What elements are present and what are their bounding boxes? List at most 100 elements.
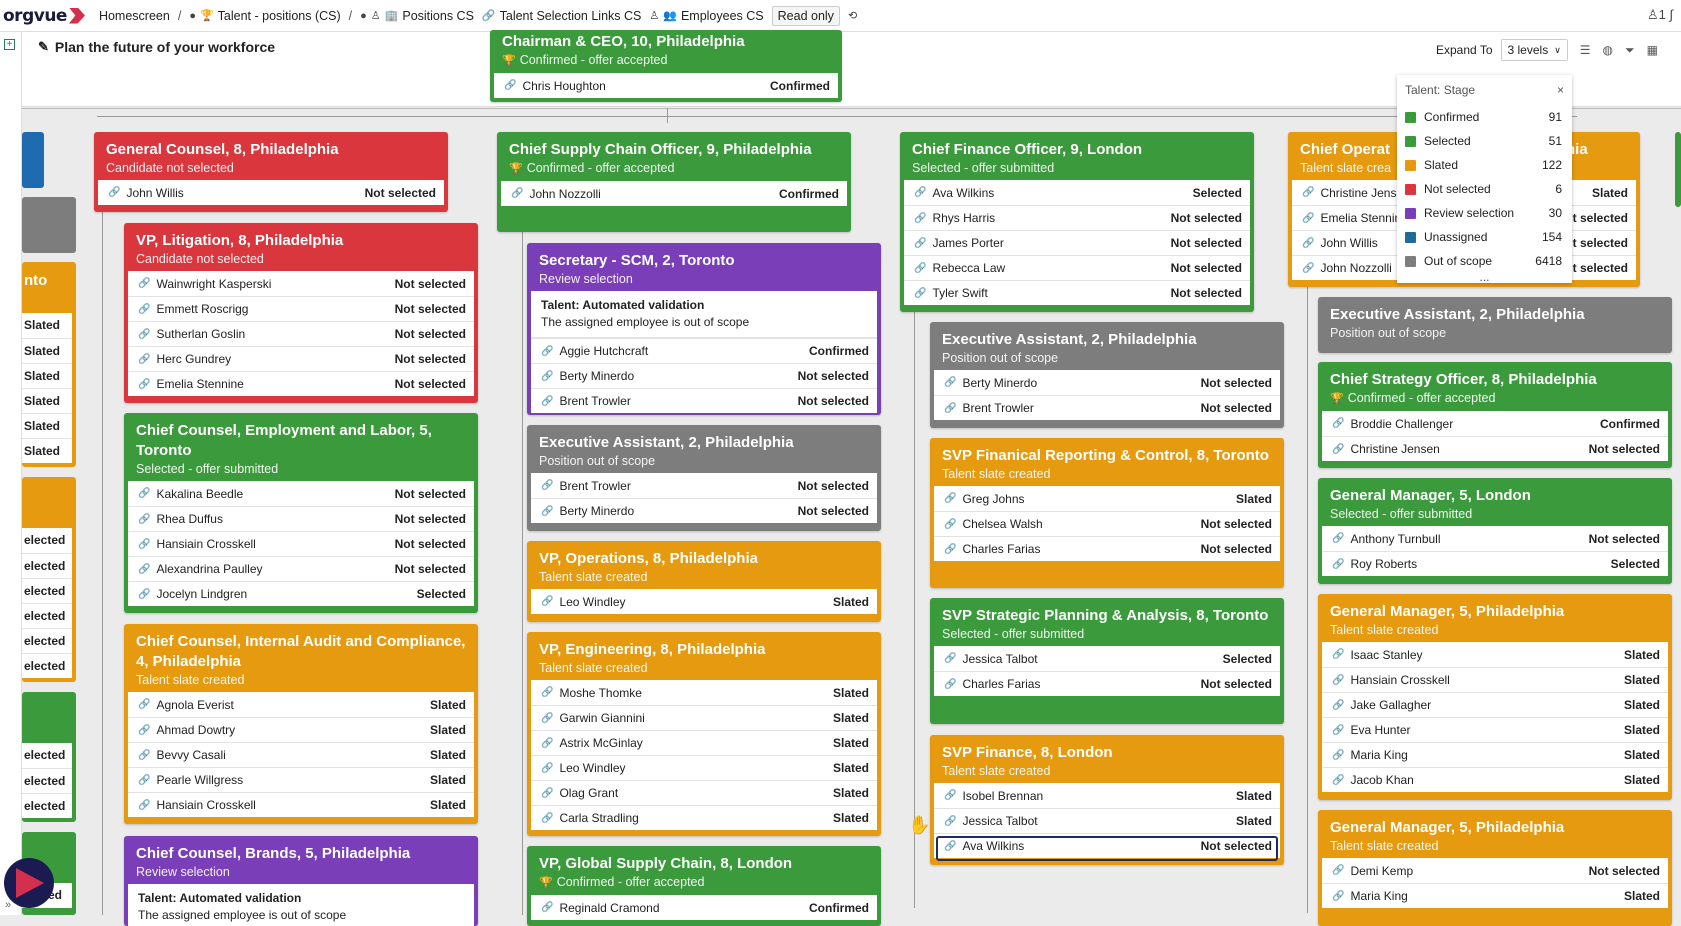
candidate-row[interactable]: 🔗 Christine Jense Slated [1292,180,1636,205]
candidate-row[interactable]: 🔗 Emmett Roscrigg Not selected [128,296,474,321]
panel-icon[interactable]: ▦ [1646,43,1658,57]
breadcrumb-talent-positions[interactable]: ● 🏆 Talent - positions (CS) [189,9,340,23]
candidate-row[interactable]: 🔗 Maria King Slated [1322,742,1668,767]
legend-item-not-selected[interactable]: Not selected 6 [1397,177,1572,201]
candidate-row[interactable]: 🔗 Rhea Duffus Not selected [128,506,474,531]
candidate-row[interactable]: 🔗 Jake Gallagher Slated [1322,692,1668,717]
candidate-row[interactable]: 🔗 Chelsea Walsh Not selected [934,511,1280,536]
position-card-chief-strategy-officer[interactable]: Chief Strategy Officer, 8, Philadelphia 🏆… [1318,362,1672,468]
candidate-row[interactable]: 🔗 Hansiain Crosskell Not selected [128,531,474,556]
position-card-secretary-scm[interactable]: Secretary - SCM, 2, Toronto Review select… [527,243,881,415]
candidate-row[interactable]: 🔗 Isaac Stanley Slated [1322,642,1668,667]
legend-more[interactable]: ... [1479,270,1490,284]
position-card-vp-global-supply-chain[interactable]: VP, Global Supply Chain, 8, London 🏆 Confi… [527,846,881,926]
candidate-row[interactable]: 🔗 Herc Gundrey Not selected [128,346,474,371]
orgvue-logo[interactable]: orgvue [3,6,85,26]
breadcrumb-homescreen[interactable]: Homescreen [99,9,170,23]
partial-card-blue[interactable] [22,132,44,188]
candidate-row-highlighted[interactable]: 🔗 Ava Wilkins Not selected [934,833,1280,858]
position-card-general-manager-london[interactable]: General Manager, 5, London Selected - off… [1318,478,1672,584]
candidate-row[interactable]: 🔗 Ava Wilkins Selected [904,180,1250,205]
position-card-ceo[interactable]: Chairman & CEO, 10, Philadelphia 🏆 Confir… [490,30,842,102]
candidate-row[interactable]: 🔗 John Willis t selected [1292,230,1636,255]
position-card-executive-assistant[interactable]: Executive Assistant, 2, Philadelphia Posi… [1318,297,1672,353]
position-card-executive-assistant[interactable]: Executive Assistant, 2, Philadelphia Posi… [930,322,1284,428]
candidate-row[interactable]: 🔗 Anthony Turnbull Not selected [1322,526,1668,551]
candidate-row[interactable]: 🔗 Brent Trowler Not selected [531,473,877,498]
position-card-general-counsel[interactable]: General Counsel, 8, Philadelphia Candidat… [94,132,448,212]
candidate-row[interactable]: 🔗 Charles Farias Not selected [934,671,1280,696]
pencil-icon[interactable]: ✎ [38,39,49,54]
position-card-chief-counsel-brands[interactable]: Chief Counsel, Brands, 5, Philadelphia Re… [124,836,478,926]
legend-item-slated[interactable]: Slated 122 [1397,153,1572,177]
candidate-row[interactable]: 🔗 Broddie Challenger Confirmed [1322,411,1668,436]
legend-item-unassigned[interactable]: Unassigned 154 [1397,225,1572,249]
candidate-row[interactable]: 🔗 Greg Johns Slated [934,486,1280,511]
candidate-row[interactable]: 🔗 Leo Windley Slated [531,589,877,614]
candidate-row[interactable]: 🔗 Pearle Willgress Slated [128,767,474,792]
candidate-row[interactable]: 🔗 Hansiain Crosskell Slated [1322,667,1668,692]
breadcrumb-employees[interactable]: ♙ 👥 Employees CS [649,9,763,23]
org-chart-canvas[interactable] [22,108,1681,915]
candidate-row[interactable]: 🔗 John Nozzolli Confirmed [501,181,847,206]
legend-item-confirmed[interactable]: Confirmed 91 [1397,105,1572,129]
candidate-row[interactable]: 🔗 Berty Minerdo Not selected [531,498,877,523]
globe-icon[interactable]: ◍ [1602,43,1614,57]
candidate-row[interactable]: 🔗 Bevvy Casali Slated [128,742,474,767]
media-player-button[interactable] [4,858,54,908]
position-card-chief-counsel-employment[interactable]: Chief Counsel, Employment and Labor, 5, … [124,413,478,613]
refresh-icon[interactable]: ⟲ [847,10,858,22]
candidate-row[interactable]: 🔗 Berty Minerdo Not selected [934,370,1280,395]
candidate-row[interactable]: 🔗 Jessica Talbot Selected [934,646,1280,671]
candidate-row[interactable]: 🔗 Moshe Thomke Slated [531,680,877,705]
expand-panel-icon[interactable]: » [5,899,12,911]
candidate-row[interactable]: 🔗 Carla Stradling Slated [531,805,877,830]
position-card-vp-operations[interactable]: VP, Operations, 8, Philadelphia Talent sl… [527,541,881,622]
candidate-row[interactable]: 🔗 Hansiain Crosskell Slated [128,792,474,817]
candidate-row[interactable]: 🔗 Emelia Stennine Not selected [128,371,474,396]
partial-card-grey[interactable] [22,197,76,253]
candidate-row[interactable]: 🔗 Leo Windley Slated [531,755,877,780]
candidate-row[interactable]: 🔗 Maria King Slated [1322,883,1668,908]
close-icon[interactable]: × [1556,83,1564,97]
candidate-row[interactable]: 🔗 Astrix McGinlay Slated [531,730,877,755]
candidate-row[interactable]: 🔗 Roy Roberts Selected [1322,551,1668,576]
candidate-row[interactable]: 🔗 Sutherlan Goslin Not selected [128,321,474,346]
candidate-row[interactable]: 🔗 Wainwright Kasperski Not selected [128,271,474,296]
position-card-svp-financial-reporting[interactable]: SVP Finanical Reporting & Control, 8, To… [930,438,1284,588]
candidate-row[interactable]: 🔗 Jocelyn Lindgren Selected [128,581,474,606]
candidate-row[interactable]: 🔗 Berty Minerdo Not selected [531,363,877,388]
candidate-row[interactable]: 🔗 Rebecca Law Not selected [904,255,1250,280]
position-card-chief-counsel-audit[interactable]: Chief Counsel, Internal Audit and Compli… [124,624,478,824]
candidate-row[interactable]: 🔗 Alexandrina Paulley Not selected [128,556,474,581]
candidate-row[interactable]: 🔗 Agnola Everist Slated [128,692,474,717]
expand-levels-select[interactable]: 3 levels ∨ [1500,39,1568,61]
position-card-vp-litigation[interactable]: VP, Litigation, 8, Philadelphia Candidate… [124,223,478,403]
position-card-svp-strategic-planning[interactable]: SVP Strategic Planning & Analysis, 8, To… [930,598,1284,724]
add-icon[interactable]: + [4,39,15,50]
candidate-row[interactable]: 🔗 Garwin Giannini Slated [531,705,877,730]
position-card-chief-supply-chain[interactable]: Chief Supply Chain Officer, 9, Philadelp… [497,132,851,232]
candidate-row[interactable]: 🔗 Isobel Brennan Slated [934,783,1280,808]
legend-item-selected[interactable]: Selected 51 [1397,129,1572,153]
candidate-row[interactable]: 🔗 Brent Trowler Not selected [531,388,877,413]
candidate-row[interactable]: 🔗 Eva Hunter Slated [1322,717,1668,742]
position-card-vp-engineering[interactable]: VP, Engineering, 8, Philadelphia Talent s… [527,632,881,836]
candidate-row[interactable]: 🔗 John Willis Not selected [98,180,444,205]
partial-card-green[interactable] [1675,132,1681,207]
candidate-row[interactable]: 🔗 Brent Trowler Not selected [934,395,1280,420]
candidate-row[interactable]: 🔗 Ahmad Dowtry Slated [128,717,474,742]
position-card-general-manager-philadelphia[interactable]: General Manager, 5, Philadelphia Talent s… [1318,810,1672,926]
position-card-chief-finance-officer[interactable]: Chief Finance Officer, 9, London Selected… [900,132,1254,312]
breadcrumb-talent-selection-links[interactable]: 🔗 Talent Selection Links CS [482,9,641,23]
candidate-row[interactable]: 🔗 Tyler Swift Not selected [904,280,1250,305]
position-card-svp-finance[interactable]: SVP Finance, 8, London Talent slate creat… [930,735,1284,865]
candidate-row[interactable]: 🔗 Kakalina Beedle Not selected [128,481,474,506]
candidate-row[interactable]: 🔗 Rhys Harris Not selected [904,205,1250,230]
candidate-row[interactable]: 🔗 James Porter Not selected [904,230,1250,255]
candidate-row[interactable]: 🔗 Jessica Talbot Slated [934,808,1280,833]
legend-item-review-selection[interactable]: Review selection 30 [1397,201,1572,225]
candidate-row[interactable]: 🔗 Charles Farias Not selected [934,536,1280,561]
legend-item-out-of-scope[interactable]: Out of scope 6418 [1397,249,1572,273]
user-icon[interactable]: ♙1 ∫ [1646,7,1673,22]
